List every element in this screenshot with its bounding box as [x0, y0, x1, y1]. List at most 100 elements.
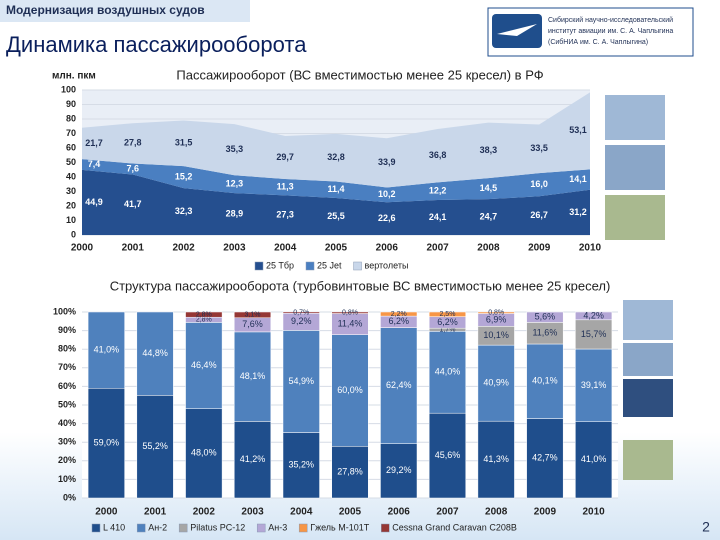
legend-label: Ан-2 [148, 522, 167, 532]
x-tick-label: 2010 [583, 507, 606, 518]
y-tick-label: 70 [66, 128, 76, 138]
data-label: 10,2 [378, 189, 396, 199]
bar-segment [575, 348, 613, 422]
data-label: 28,9 [226, 208, 244, 218]
photo [623, 379, 673, 417]
data-label: 33,9 [378, 157, 396, 167]
data-label: 0,8% [488, 310, 504, 317]
data-label: 35,2% [289, 460, 315, 470]
data-label: 48,1% [240, 371, 266, 381]
data-label: 9,2% [291, 316, 312, 326]
section-title: Модернизация воздушных судов [6, 3, 205, 17]
y-tick-label: 60 [66, 142, 76, 152]
bar-segment [185, 322, 223, 409]
x-tick-label: 2002 [193, 507, 216, 518]
bar-segment [234, 311, 272, 319]
x-tick-label: 2008 [477, 243, 500, 254]
x-tick-label: 2007 [436, 507, 459, 518]
bar-segment [136, 311, 174, 396]
data-label: 31,2 [569, 207, 587, 217]
bar-segment [87, 388, 125, 499]
data-label: 27,3 [276, 210, 294, 220]
legend-label: 25 Jet [317, 260, 342, 270]
data-label: 12,2 [429, 186, 447, 196]
logo-plane [497, 24, 537, 36]
data-label: 2,5% [439, 311, 455, 318]
bar-segment [234, 421, 272, 499]
data-label: 10,1% [483, 330, 509, 340]
y-tick-label: 80% [58, 344, 76, 354]
bar-segment [526, 343, 564, 419]
x-tick-label: 2004 [274, 243, 297, 254]
y-tick-label: 90% [58, 325, 76, 335]
data-label: 6,2% [437, 317, 458, 327]
legend-swatch [91, 523, 101, 533]
bar-segment [380, 443, 418, 499]
data-label: 38,3 [480, 145, 498, 155]
bar-segment [282, 432, 320, 499]
y-tick-label: 0% [63, 492, 76, 502]
legend-swatch [256, 523, 266, 533]
data-label: 40,1% [532, 376, 558, 386]
bar-segment [428, 412, 466, 499]
data-label: 54,9% [289, 376, 315, 386]
data-label: 2,2% [391, 311, 407, 318]
data-label: 48,0% [191, 448, 217, 458]
data-label: 3,1% [245, 312, 261, 319]
y-tick-label: 20% [58, 455, 76, 465]
y-tick-label: 100 [61, 84, 76, 94]
data-label: 6,2% [388, 316, 409, 326]
bar-segment [526, 311, 564, 323]
legend-swatch [381, 523, 390, 533]
x-tick-label: 2004 [290, 507, 313, 518]
data-label: 41,2% [240, 454, 266, 464]
bar-segment [477, 420, 515, 499]
data-label: 14,5 [480, 183, 498, 193]
data-label: 15,2 [175, 172, 193, 182]
data-label: 33,5 [530, 143, 548, 153]
data-label: 4,2% [583, 310, 604, 320]
data-label: 0,7% [293, 309, 309, 316]
data-label: 22,6 [378, 213, 396, 223]
y-tick-label: 40% [58, 418, 76, 428]
data-label: 32,3 [175, 206, 193, 216]
data-label: 60,0% [337, 385, 363, 395]
logo-text: институт авиации им. С. А. Чаплыгина [548, 28, 673, 35]
legend-label: L 410 [103, 522, 125, 532]
bar-segment [331, 446, 369, 499]
data-label: 15,7% [581, 329, 607, 339]
bar-segment [282, 330, 320, 433]
y-tick-label: 30 [66, 186, 76, 196]
data-label: 29,2% [386, 465, 412, 475]
y-tick-label: 50 [66, 157, 76, 167]
legend-swatch [353, 261, 362, 271]
data-label: 24,1 [429, 212, 447, 222]
y-tick-label: 60% [58, 381, 76, 391]
bar-segment [575, 421, 613, 499]
data-label: 29,7 [276, 152, 294, 162]
bar-segment [282, 311, 320, 314]
bar-segment [380, 311, 418, 317]
photo [623, 300, 673, 340]
bar-segment [331, 311, 369, 314]
legend-swatch [178, 523, 188, 533]
y-tick-label: 10% [58, 474, 76, 484]
data-label: 25,5 [327, 211, 345, 221]
data-label: 41,3% [483, 454, 509, 464]
data-label: 41,7 [124, 199, 142, 209]
bar-segment [575, 311, 613, 321]
x-tick-label: 2002 [172, 243, 195, 254]
area [82, 159, 590, 203]
slide-title: Динамика пассажирооборота [6, 32, 307, 57]
data-label: 40,9% [483, 378, 509, 388]
y-tick-label: 0 [71, 229, 76, 239]
legend-swatch [254, 261, 264, 271]
data-label: 0,8% [342, 310, 358, 317]
data-label: 31,5 [175, 138, 193, 148]
y-axis-label: млн. пкм [52, 71, 96, 82]
x-tick-label: 2005 [325, 243, 348, 254]
x-tick-label: 2001 [122, 243, 145, 254]
bar-segment [526, 418, 564, 499]
data-label: 5,6% [535, 312, 556, 322]
